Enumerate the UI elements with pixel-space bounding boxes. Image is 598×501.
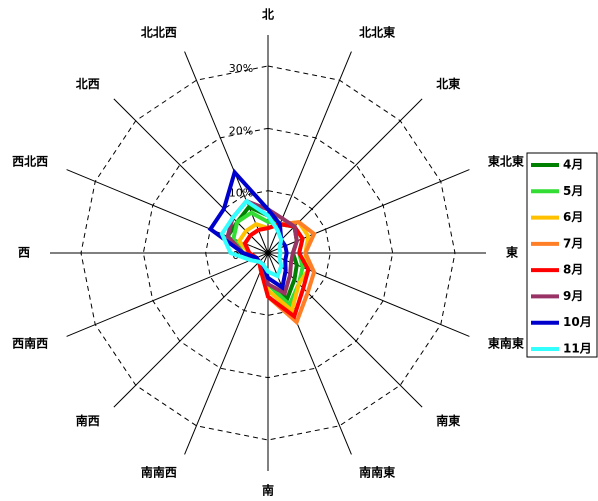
legend-label: 7月 [563,236,583,250]
category-label: 南南西 [141,464,177,479]
category-label: 北東 [436,76,460,91]
category-label: 東 [506,245,518,260]
r-tick-label: 20% [229,124,253,137]
legend-label: 9月 [563,289,583,303]
r-tick-label: 30% [229,62,253,75]
spoke [184,252,269,455]
legend-label: 5月 [563,184,583,198]
category-label: 東南東 [488,336,524,351]
legend-label: 11月 [563,342,592,356]
legend-label: 6月 [563,210,583,224]
spoke [267,98,423,254]
category-label: 南東 [436,413,460,428]
legend-label: 4月 [563,158,583,172]
category-label: 南南東 [359,464,395,479]
category-label: 北西 [76,76,100,91]
category-label: 西北西 [12,153,48,168]
category-label: 北北西 [141,25,177,40]
r-tick-label: 10% [229,187,253,200]
spoke [113,252,269,408]
spoke [184,51,269,254]
category-label: 南 [262,483,274,498]
category-label: 北 [262,7,274,22]
series-line [207,168,289,291]
legend-label: 10月 [563,315,592,329]
legend-label: 8月 [563,263,583,277]
category-label: 南西 [76,413,100,428]
series-line [219,198,284,279]
spoke [113,98,269,254]
spoke [66,252,269,337]
grid-ring [80,65,456,441]
category-label: 西 [18,246,30,260]
category-label: 北北東 [359,25,395,40]
category-label: 西南西 [12,336,48,351]
series-line [225,198,299,297]
category-label: 東北東 [488,153,524,168]
series-line [242,222,311,320]
